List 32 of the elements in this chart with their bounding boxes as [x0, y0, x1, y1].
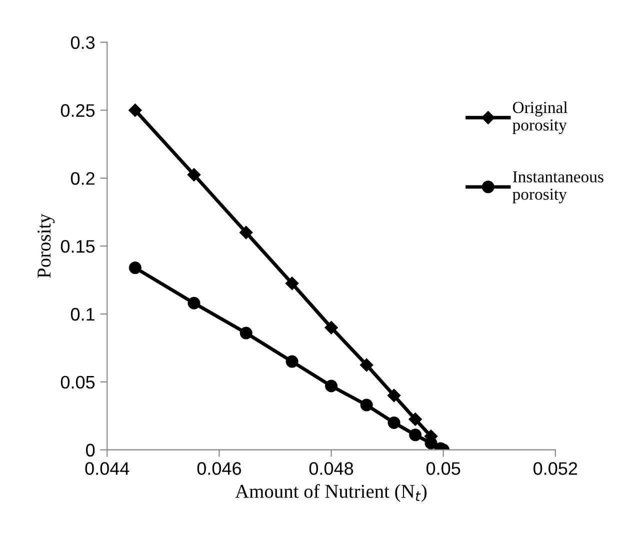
point: [387, 388, 401, 402]
x-tick-label: 0.046: [197, 462, 242, 475]
point: [360, 398, 373, 412]
x-tick-label: 0.052: [534, 462, 578, 475]
legend-label: Instantaneous porosity: [512, 171, 604, 204]
legend-label: Original porosity: [512, 101, 568, 134]
point: [240, 326, 252, 340]
y-tick-label: 0.25: [60, 104, 95, 117]
point: [240, 226, 253, 240]
x-tick-label: 0.05: [426, 462, 460, 475]
point: [324, 320, 338, 334]
point: [408, 412, 422, 426]
y-tick-label: 0.2: [70, 172, 94, 185]
point: [388, 416, 400, 429]
y-tick-label: 0: [86, 444, 95, 457]
y-tick-label: 0.3: [70, 36, 95, 49]
y-tick-label: 0.15: [60, 240, 95, 253]
point: [128, 104, 142, 117]
point: [360, 358, 374, 372]
x-tick-label: 0.048: [309, 462, 354, 475]
y-tick-label: 0.1: [70, 308, 94, 321]
point: [325, 380, 338, 392]
y-axis-title: Porosity: [38, 214, 55, 278]
point: [409, 428, 422, 442]
x-tick-label: 0.044: [85, 462, 130, 475]
point: [188, 296, 200, 310]
point: [128, 262, 142, 274]
y-tick-label: 0.05: [60, 376, 95, 389]
point: [286, 355, 298, 368]
point: [285, 276, 299, 290]
point: [187, 168, 201, 182]
x-axis-title: Amount of Nutrient (N$_{t}$): [235, 484, 427, 502]
